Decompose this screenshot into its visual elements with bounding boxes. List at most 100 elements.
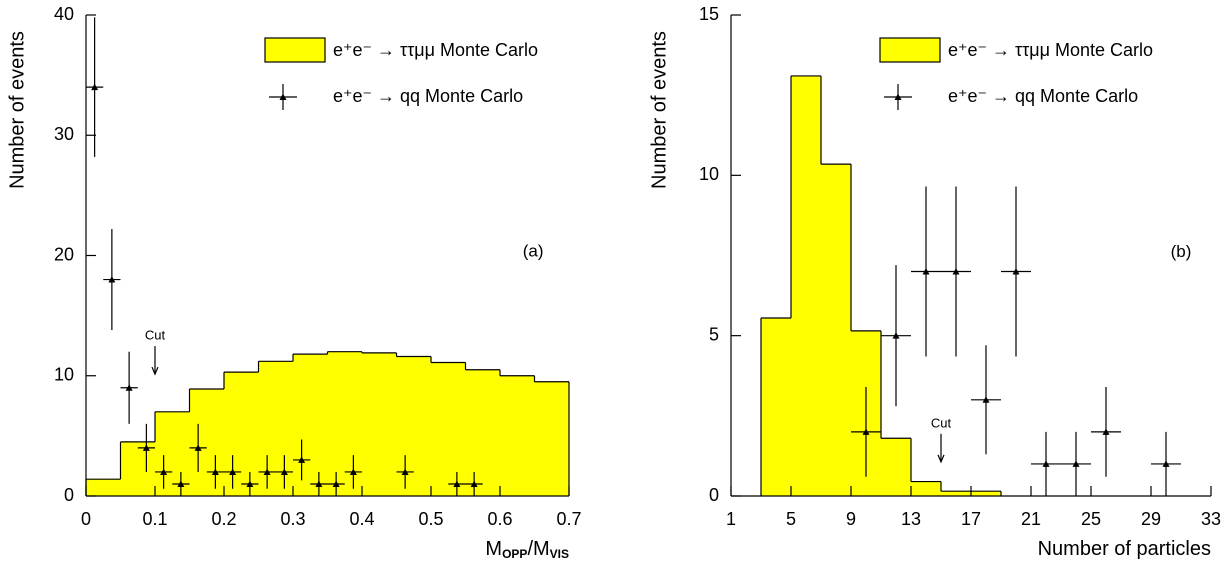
panel-label: (b) (1171, 242, 1192, 261)
point (177, 480, 185, 487)
x-axis-label: MOPP/MVIS (485, 538, 569, 561)
x-tick-label: 33 (1201, 509, 1221, 529)
point (280, 468, 288, 475)
cut-arrow-head (937, 454, 945, 464)
y-axis-label: Number of events (6, 31, 28, 189)
x-label-sub: VIS (550, 547, 569, 561)
legend-swatch (879, 37, 941, 63)
point (862, 428, 870, 435)
point (125, 384, 133, 391)
x-tick-label: 21 (1021, 509, 1041, 529)
hist-bar (396, 356, 431, 496)
point (453, 480, 461, 487)
point (982, 396, 990, 403)
x-tick-label: 17 (961, 509, 981, 529)
point (952, 268, 960, 275)
hist-bar (327, 351, 362, 496)
y-tick-label: 5 (709, 324, 719, 344)
y-tick-label: 10 (54, 365, 74, 385)
hist-bar (761, 318, 791, 496)
panel: 0 10 20 30 40 0 0.1 0.2 0.3 0.4 0.5 0.6 0.7 Number of… (6, 4, 581, 561)
x-tick-label: 0 (81, 509, 91, 529)
point (1042, 460, 1050, 467)
point (349, 468, 357, 475)
hist-bar (911, 481, 941, 496)
legend-label: e⁺e⁻ → qq Monte Carlo (333, 86, 523, 106)
hist-bar (791, 75, 821, 496)
hist-bar (881, 438, 911, 496)
x-label-part: Number of particles (1038, 538, 1211, 560)
x-tick-label: 0.7 (556, 509, 581, 529)
x-label-part: M (485, 538, 502, 560)
legend-marker (279, 93, 287, 100)
point (263, 468, 271, 475)
hist-bar (86, 479, 121, 496)
point (922, 268, 930, 275)
point (892, 332, 900, 339)
point (298, 456, 306, 463)
y-tick-label: 15 (699, 4, 719, 24)
x-tick-label: 25 (1081, 509, 1101, 529)
point (1012, 268, 1020, 275)
cut-label: Cut (931, 415, 952, 430)
hist-bar (362, 352, 397, 496)
point (401, 468, 409, 475)
point (1102, 428, 1110, 435)
point (332, 480, 340, 487)
point (211, 468, 219, 475)
hist-bar (465, 369, 500, 496)
x-tick-label: 0.6 (487, 509, 512, 529)
hist-bar (258, 361, 293, 496)
x-tick-label: 1 (726, 509, 736, 529)
hist-bar (224, 372, 259, 496)
y-tick-label: 40 (54, 4, 74, 24)
x-label-part: /M (527, 538, 549, 560)
y-axis-label: Number of events (648, 31, 670, 189)
hist-bar (534, 381, 569, 496)
x-tick-label: 13 (901, 509, 921, 529)
point (315, 480, 323, 487)
x-tick-label: 0.2 (211, 509, 236, 529)
point (108, 276, 116, 283)
point (91, 83, 99, 91)
hist-bar (155, 411, 190, 496)
x-label-sub: OPP (502, 547, 527, 561)
hist-bar (941, 491, 971, 496)
x-tick-label: 0.4 (349, 509, 374, 529)
panel-label: (a) (523, 241, 544, 260)
point (229, 468, 237, 475)
legend-label: e⁺e⁻ → ττμμ Monte Carlo (948, 40, 1153, 60)
y-tick-label: 30 (54, 124, 74, 144)
y-tick-label: 20 (54, 244, 74, 264)
hist-bar (189, 388, 224, 496)
point (1072, 460, 1080, 467)
point (194, 444, 202, 451)
x-axis-label: Number of particles (1038, 538, 1211, 560)
point (160, 468, 168, 475)
x-tick-label: 29 (1141, 509, 1161, 529)
point (470, 480, 478, 487)
x-tick-label: 0.3 (280, 509, 305, 529)
point (142, 444, 150, 451)
y-tick-label: 0 (64, 485, 74, 505)
point (1162, 460, 1170, 467)
cut-arrow-head (151, 366, 159, 376)
legend-swatch (264, 37, 326, 63)
hist-bar (500, 375, 535, 496)
hist-bar (293, 354, 328, 496)
legend-label: e⁺e⁻ → qq Monte Carlo (948, 86, 1138, 106)
hist-bar (120, 441, 155, 496)
x-tick-label: 0.5 (418, 509, 443, 529)
x-tick-label: 9 (846, 509, 856, 529)
point (246, 480, 254, 487)
x-tick-label: 0.1 (142, 509, 167, 529)
x-tick-label: 5 (786, 509, 796, 529)
legend-label: e⁺e⁻ → ττμμ Monte Carlo (333, 40, 538, 60)
cut-label: Cut (145, 328, 166, 343)
y-tick-label: 0 (709, 485, 719, 505)
hist-bar (431, 362, 466, 496)
hist-bar (971, 491, 1001, 496)
y-tick-label: 10 (699, 164, 719, 184)
